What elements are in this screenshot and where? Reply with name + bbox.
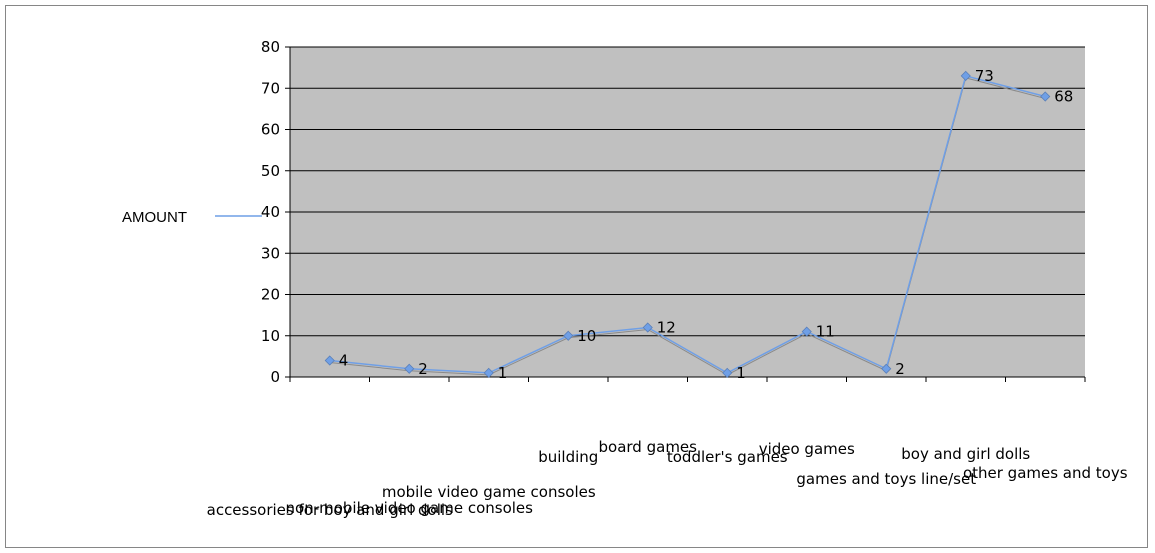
- x-category-labels: accessories for boy and girl dollsnon-mo…: [207, 438, 1128, 519]
- y-tick-label: 10: [261, 327, 280, 345]
- data-label: 1: [736, 364, 746, 382]
- x-category-label: accessories for boy and girl dolls: [207, 501, 453, 519]
- data-point-marker: [642, 322, 653, 333]
- y-tick-label: 0: [270, 368, 280, 386]
- y-tick-labels: 0 10 20 30 40 50 60 70 80: [261, 38, 280, 386]
- data-point-marker: [881, 363, 892, 374]
- x-category-label: toddler's games: [667, 448, 788, 466]
- data-point-marker: [1040, 91, 1051, 102]
- data-point-marker: [563, 330, 574, 341]
- data-label: 4: [339, 352, 349, 370]
- data-label: 1: [498, 364, 508, 382]
- y-tick-label: 40: [261, 203, 280, 221]
- y-tick-label: 60: [261, 121, 280, 139]
- y-tick-label: 70: [261, 79, 280, 97]
- x-category-label: other games and toys: [963, 464, 1128, 482]
- x-category-label: board games: [599, 438, 698, 456]
- data-point-marker: [960, 70, 971, 81]
- y-tick-label: 50: [261, 162, 280, 180]
- data-point-marker: [324, 355, 335, 366]
- data-label: 12: [657, 319, 676, 337]
- data-label: 2: [895, 360, 905, 378]
- x-category-label: non-mobile video game consoles: [286, 499, 534, 517]
- data-point-marker: [483, 367, 494, 378]
- data-label: 11: [816, 323, 835, 341]
- x-category-label: games and toys line/set: [796, 470, 976, 488]
- series-amount: [324, 70, 1051, 378]
- data-point-marker: [404, 363, 415, 374]
- y-tick-label: 20: [261, 286, 280, 304]
- y-tick-label: 30: [261, 244, 280, 262]
- legend: AMOUNT: [122, 209, 262, 226]
- y-tick-label: 80: [261, 38, 280, 56]
- x-category-label: mobile video game consoles: [382, 483, 596, 501]
- x-category-label: building: [538, 448, 598, 466]
- data-label: 2: [418, 360, 428, 378]
- series-line: [329, 74, 1046, 374]
- data-label: 10: [577, 327, 596, 345]
- legend-label-amount: AMOUNT: [122, 209, 187, 226]
- x-category-label: boy and girl dolls: [901, 445, 1030, 463]
- data-label: 68: [1054, 88, 1073, 106]
- axes: [285, 46, 1086, 382]
- data-label: 73: [975, 67, 994, 85]
- gridlines: [290, 46, 1085, 378]
- data-point-marker: [722, 367, 733, 378]
- x-category-label: video games: [759, 440, 855, 458]
- data-point-marker: [801, 326, 812, 337]
